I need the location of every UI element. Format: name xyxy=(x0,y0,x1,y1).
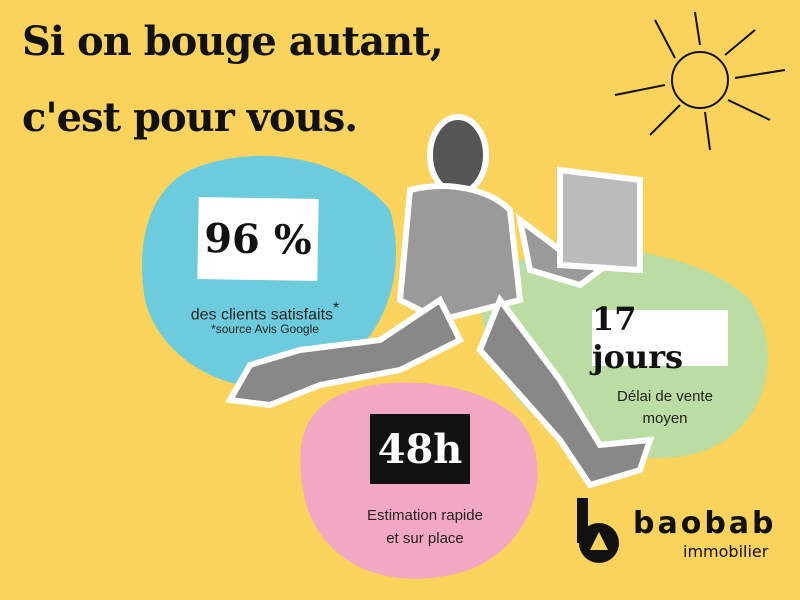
sale-delay-label-1: Délai de vente xyxy=(617,388,713,405)
estimation-label-2: et sur place xyxy=(386,530,464,547)
baobab-b-icon xyxy=(577,498,619,563)
sale-delay-value: 17 jours xyxy=(592,300,728,376)
headline-line1: Si on bouge autant, xyxy=(22,18,444,65)
estimation-value: 48h xyxy=(370,414,470,484)
satisfaction-source: *source Avis Google xyxy=(211,322,319,336)
satisfaction-label: des clients satisfaits* xyxy=(190,300,340,324)
baobab-logo: baobab immobilier xyxy=(575,498,775,568)
brand-sub: immobilier xyxy=(683,542,769,561)
sun-icon xyxy=(614,11,786,151)
satisfaction-text: des clients satisfaits xyxy=(190,306,334,324)
jumping-man-photo xyxy=(225,114,655,489)
satisfaction-value: 96 % xyxy=(197,196,319,282)
sale-delay-label-2: moyen xyxy=(642,410,688,427)
headline-line2: c'est pour vous. xyxy=(22,94,358,141)
estimation-label-1: Estimation rapide xyxy=(367,507,483,524)
brand-name: baobab xyxy=(633,506,777,541)
